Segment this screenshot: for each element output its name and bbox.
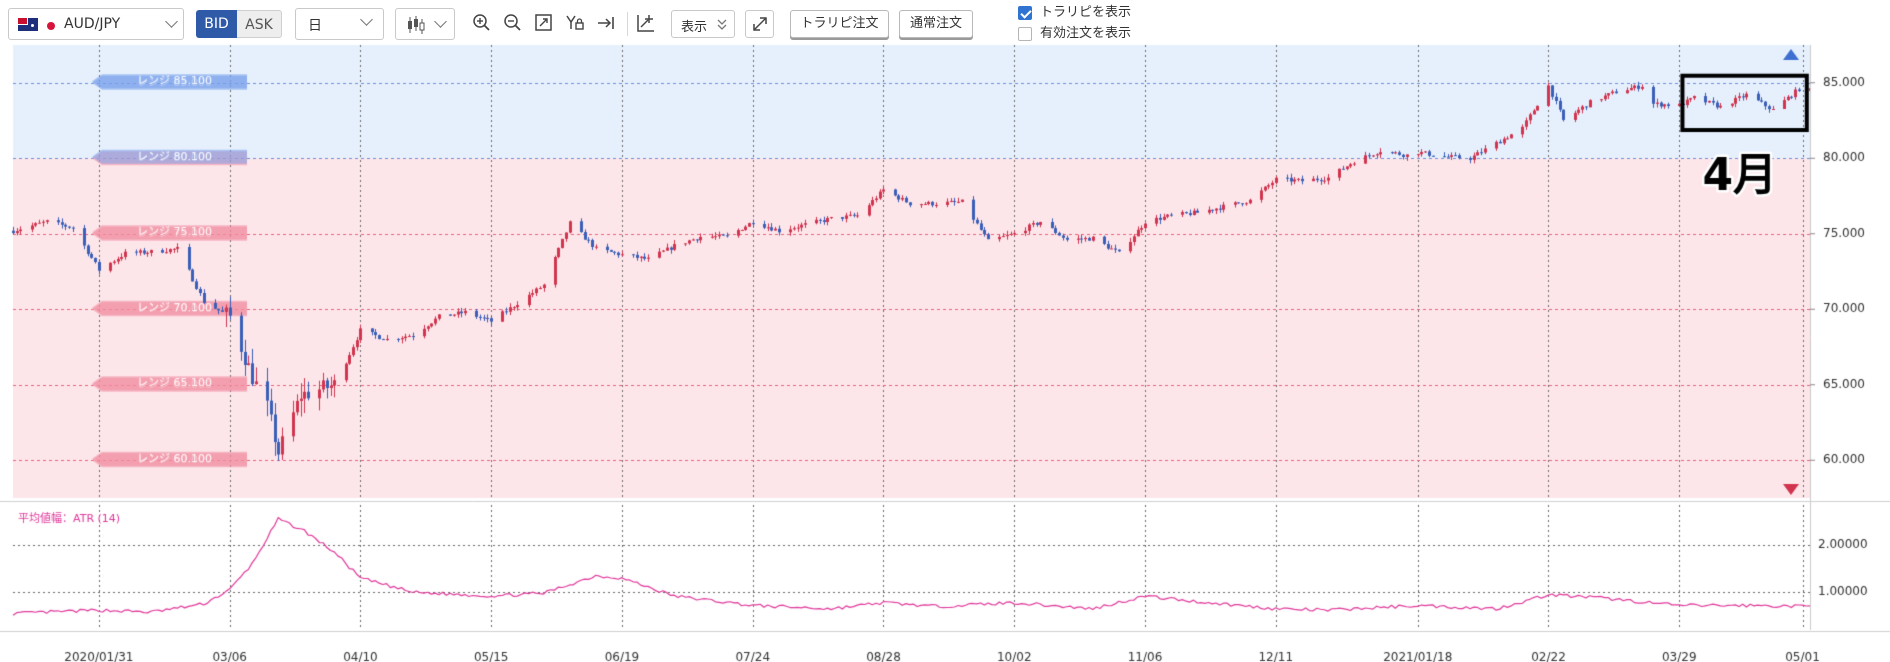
price-lock-button[interactable]: [562, 10, 588, 36]
chart-type-select[interactable]: [395, 8, 455, 40]
chevron-down-icon: [165, 15, 178, 28]
australia-flag-icon: [18, 18, 38, 31]
checkbox-checked-icon: [1018, 6, 1032, 20]
fit-screen-icon: [535, 14, 552, 31]
display-label: 表示: [681, 20, 708, 35]
add-indicator-icon: [637, 15, 654, 32]
candlestick-icon: [408, 16, 425, 34]
symbol-select[interactable]: AUD/JPY: [8, 8, 184, 40]
jump-to-end-icon: [598, 17, 614, 29]
symbol-label: AUD/JPY: [64, 16, 121, 32]
double-chevron-down-icon: [717, 19, 727, 30]
expand-icon: [753, 17, 767, 31]
zoom-out-button[interactable]: [500, 10, 526, 36]
show-active-orders-label: 有効注文を表示: [1040, 26, 1132, 41]
fit-screen-button[interactable]: [531, 10, 557, 36]
price-lock-icon: [566, 15, 584, 30]
checkbox-unchecked-icon: [1018, 27, 1032, 41]
trailing-repeat-order-button[interactable]: トラリピ注文: [790, 10, 889, 38]
jump-to-latest-button[interactable]: [593, 10, 619, 36]
toolbar-divider: [627, 12, 628, 36]
period-select[interactable]: 日: [295, 8, 384, 40]
chevron-down-icon: [360, 13, 373, 26]
japan-flag-icon: [47, 22, 55, 30]
zoom-out-icon: [504, 14, 521, 31]
chevron-down-icon: [434, 15, 447, 28]
zoom-in-icon: [473, 14, 490, 31]
price-chart-canvas[interactable]: [0, 44, 1890, 662]
ask-button[interactable]: ASK: [237, 10, 282, 38]
zoom-in-button[interactable]: [469, 10, 495, 36]
bid-button[interactable]: BID: [196, 10, 237, 38]
add-indicator-button[interactable]: [633, 10, 659, 36]
normal-order-button[interactable]: 通常注文: [899, 10, 973, 38]
display-menu-button[interactable]: 表示: [671, 10, 735, 38]
period-label: 日: [308, 18, 322, 34]
show-trailing-label: トラリピを表示: [1040, 5, 1132, 20]
chart-toolbar: AUD/JPY BID ASK 日 表示 トラリピ注文: [0, 0, 1890, 48]
expand-chart-button[interactable]: [745, 10, 774, 38]
